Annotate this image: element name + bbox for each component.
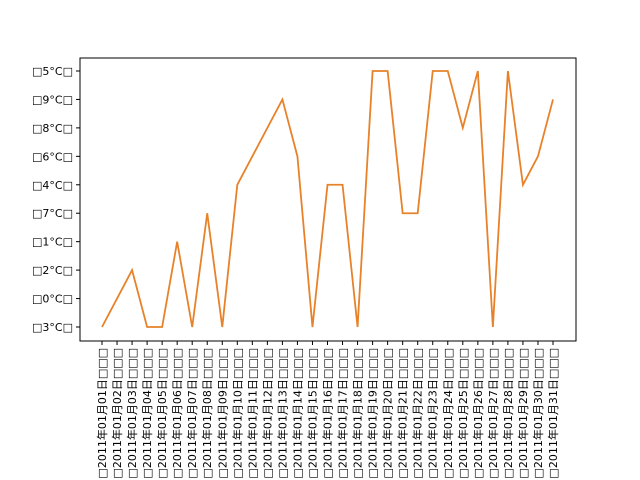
x-tick-label: □2011年01月13日□□□ — [275, 348, 289, 479]
x-tick-label: □2011年01月02日□□□ — [110, 348, 124, 479]
x-tick-label: □2011年01月07日□□□ — [185, 348, 199, 479]
x-tick-label: □2011年01月20日□□□ — [381, 348, 395, 479]
y-tick-label: □9°C□ — [32, 93, 73, 106]
x-tick-label: □2011年01月16日□□□ — [321, 348, 335, 479]
y-tick-label: □7°C□ — [32, 207, 73, 220]
y-tick-label: □0°C□ — [32, 293, 73, 306]
y-tick-label: □1°C□ — [32, 236, 73, 249]
x-tick-label: □2011年01月08日□□□ — [200, 348, 214, 479]
x-tick-label: □2011年01月25日□□□ — [456, 348, 470, 479]
x-tick-label: □2011年01月14日□□□ — [290, 348, 304, 479]
x-tick-label: □2011年01月12日□□□ — [260, 348, 274, 479]
y-tick-label: □4°C□ — [32, 179, 73, 192]
x-tick-label: □2011年01月22日□□□ — [411, 348, 425, 479]
y-tick-label: □5°C□ — [32, 65, 73, 78]
x-tick-label: □2011年01月23日□□□ — [426, 348, 440, 479]
x-tick-label: □2011年01月10日□□□ — [230, 348, 244, 479]
y-tick-label: □6°C□ — [32, 150, 73, 163]
x-tick-label: □2011年01月04日□□□ — [140, 348, 154, 479]
x-tick-label: □2011年01月11日□□□ — [245, 348, 259, 479]
y-tick-label: □8°C□ — [32, 122, 73, 135]
x-tick-label: □2011年01月09日□□□ — [215, 348, 229, 479]
x-tick-label: □2011年01月06日□□□ — [170, 348, 184, 479]
x-tick-label: □2011年01月28日□□□ — [501, 348, 515, 479]
x-tick-label: □2011年01月03日□□□ — [125, 348, 139, 479]
plot-frame — [79, 57, 577, 342]
x-tick-label: □2011年01月24日□□□ — [441, 348, 455, 479]
x-tick-label: □2011年01月30日□□□ — [531, 348, 545, 479]
x-tick-label: □2011年01月05日□□□ — [155, 348, 169, 479]
x-tick-label: □2011年01月21日□□□ — [396, 348, 410, 479]
x-tick-label: □2011年01月15日□□□ — [305, 348, 319, 479]
x-tick-label: □2011年01月19日□□□ — [366, 348, 380, 479]
data-line — [101, 70, 554, 328]
x-tick-label: □2011年01月17日□□□ — [336, 348, 350, 479]
x-tick-label: □2011年01月18日□□□ — [351, 348, 365, 479]
x-tick-label: □2011年01月27日□□□ — [486, 348, 500, 479]
x-tick-label: □2011年01月29日□□□ — [516, 348, 530, 479]
y-tick-label: □3°C□ — [32, 321, 73, 334]
x-tick-label: □2011年01月01日□□□ — [95, 348, 109, 479]
x-tick-label: □2011年01月26日□□□ — [471, 348, 485, 479]
y-tick-label: □2°C□ — [32, 264, 73, 277]
plot-layer: □3°C□ □0°C□ □2°C□ □1°C□ □7°C□ □4°C□ □6°C□ □8°C□… — [32, 65, 560, 479]
x-tick-label: □2011年01月31日□□□ — [546, 348, 560, 479]
